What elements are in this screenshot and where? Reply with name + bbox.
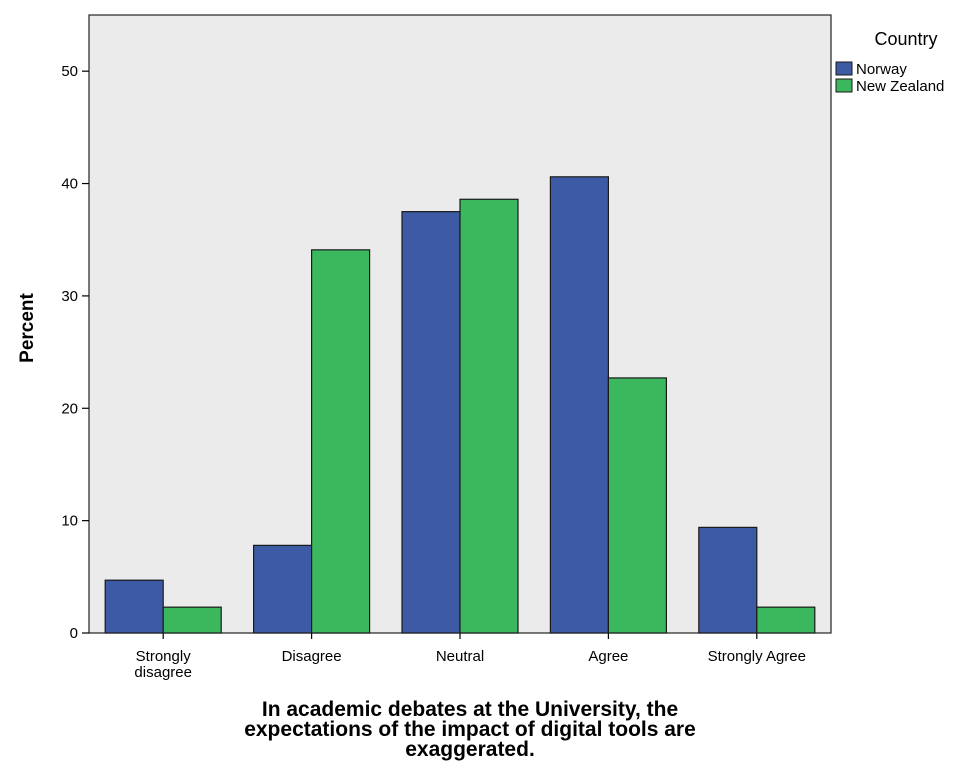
bar-new-zealand (311, 249, 371, 634)
x-axis-label-line: expectations of the impact of digital to… (244, 718, 696, 741)
bar-new-zealand (459, 198, 519, 634)
bar-norway (401, 211, 461, 634)
legend-label-new-zealand: New Zealand (856, 78, 944, 95)
x-tick-label: Disagree (282, 648, 342, 665)
y-axis-label: Percent (17, 292, 38, 362)
legend-swatch-norway (835, 61, 853, 76)
legend-label-norway: Norway (856, 61, 907, 78)
y-tick-label: 50 (61, 63, 78, 80)
y-axis: 0 10 20 30 40 50 (61, 63, 89, 642)
y-tick-label: 0 (70, 625, 78, 642)
x-tick-label: Strongly Agree (708, 648, 806, 665)
x-tick-label: Strongly disagree (134, 648, 192, 681)
bar-norway (253, 544, 313, 634)
y-tick-label: 30 (61, 288, 78, 305)
legend-title: Country (874, 29, 937, 49)
bar-norway (698, 526, 758, 634)
bar-new-zealand (162, 606, 222, 634)
x-tick-label: Neutral (436, 648, 484, 665)
bar-norway (549, 176, 610, 634)
y-tick-label: 20 (61, 400, 78, 417)
x-axis: Strongly disagree Disagree Neutral Agree Stro… (134, 633, 806, 681)
legend-swatch-new-zealand (835, 78, 853, 93)
x-axis-label: In academic debates at the University, t… (244, 698, 696, 761)
x-axis-label-line: In academic debates at the University, t… (262, 698, 678, 721)
bar-new-zealand (607, 377, 668, 634)
bar-norway (104, 579, 164, 634)
y-tick-label: 10 (61, 513, 78, 530)
x-tick-label: Agree (588, 648, 628, 665)
bars (104, 176, 816, 634)
x-axis-label-line: exaggerated. (405, 738, 535, 761)
y-tick-label: 40 (61, 176, 78, 193)
bar-new-zealand (756, 606, 816, 634)
